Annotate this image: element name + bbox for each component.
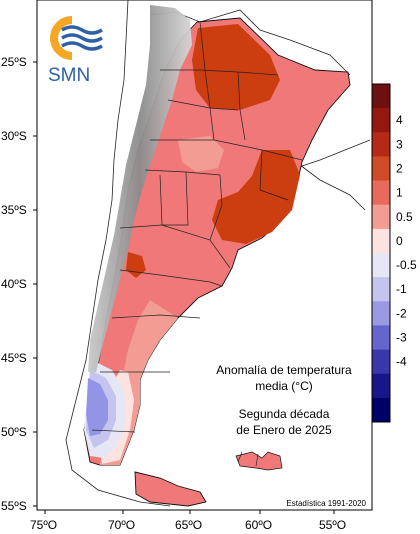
colorbar-bin-4 <box>372 180 390 206</box>
colorbar-bin-10 <box>372 325 390 350</box>
colorbar-bin-3 <box>372 156 390 181</box>
map-title-line1: Anomalía de temperatura <box>216 363 352 377</box>
colorbar-bin-2 <box>372 132 390 157</box>
colorbar-label: 0.5 <box>396 210 413 224</box>
colorbar-bin-12 <box>372 373 390 399</box>
lat-ticks <box>33 61 37 507</box>
lon-label-65: 65ºO <box>175 518 202 532</box>
colorbar-bin-5 <box>372 204 390 230</box>
colorbar-bin-7 <box>372 253 390 278</box>
colorbar-label: 0 <box>396 234 403 248</box>
malvinas-islands <box>235 451 283 471</box>
colorbar-bin-11 <box>372 349 390 375</box>
anomaly-zone-minus-1 <box>86 378 108 436</box>
province-borders <box>91 21 303 433</box>
colorbar: 4 3 2 1 0.5 0 -0.5 -1 -2 -3 -4 <box>371 83 417 423</box>
anomaly-zone-2-3-east <box>212 150 300 244</box>
colorbar-bin-6 <box>372 228 390 254</box>
colorbar-label: 4 <box>396 113 403 127</box>
colorbar-bin-1 <box>372 108 390 133</box>
lat-label-25: 25ºS <box>1 55 27 69</box>
lon-ticks <box>44 510 335 514</box>
lon-label-75: 75ºO <box>30 518 57 532</box>
map-title-line2: media (°C) <box>255 379 312 393</box>
lat-label-45: 45ºS <box>1 351 27 365</box>
colorbar-label: 3 <box>396 137 403 151</box>
colorbar-bin-8 <box>372 277 390 302</box>
map-period-line1: Segunda década <box>239 407 330 421</box>
colorbar-label: -0.5 <box>396 258 417 272</box>
colorbar-label: -2 <box>396 306 407 320</box>
lat-label-35: 35ºS <box>1 203 27 217</box>
lat-label-50: 50ºS <box>1 425 27 439</box>
smn-logo: SMN <box>48 14 103 86</box>
tierra-del-fuego <box>134 471 207 507</box>
colorbar-label: 2 <box>396 162 403 176</box>
anomaly-zone-0-5-1-center <box>178 136 224 172</box>
lon-label-60: 60ºO <box>245 518 272 532</box>
colorbar-frame <box>371 83 391 423</box>
lat-label-30: 30ºS <box>1 129 27 143</box>
lat-label-40: 40ºS <box>1 277 27 291</box>
smn-logo-icon <box>50 14 103 62</box>
colorbar-bin-0 <box>372 84 390 109</box>
smn-logo-text: SMN <box>48 65 90 86</box>
lon-label-70: 70ºO <box>108 518 135 532</box>
colorbar-bin-9 <box>372 301 390 326</box>
pacific-coastline <box>65 0 171 507</box>
andes-relief <box>88 5 192 372</box>
anomaly-zone-2-3-north <box>192 24 280 110</box>
map-period-line2: de Enero de 2025 <box>236 423 332 437</box>
map-source: Estadística 1991-2020 <box>286 499 366 508</box>
lon-label-55: 55ºO <box>319 518 346 532</box>
lat-label-55: 55ºS <box>1 499 27 513</box>
colorbar-bin-13 <box>372 397 390 423</box>
colorbar-label: -1 <box>396 282 407 296</box>
colorbar-label: 1 <box>396 186 403 200</box>
colorbar-label: -3 <box>396 331 407 345</box>
colorbar-label: -4 <box>396 355 407 369</box>
